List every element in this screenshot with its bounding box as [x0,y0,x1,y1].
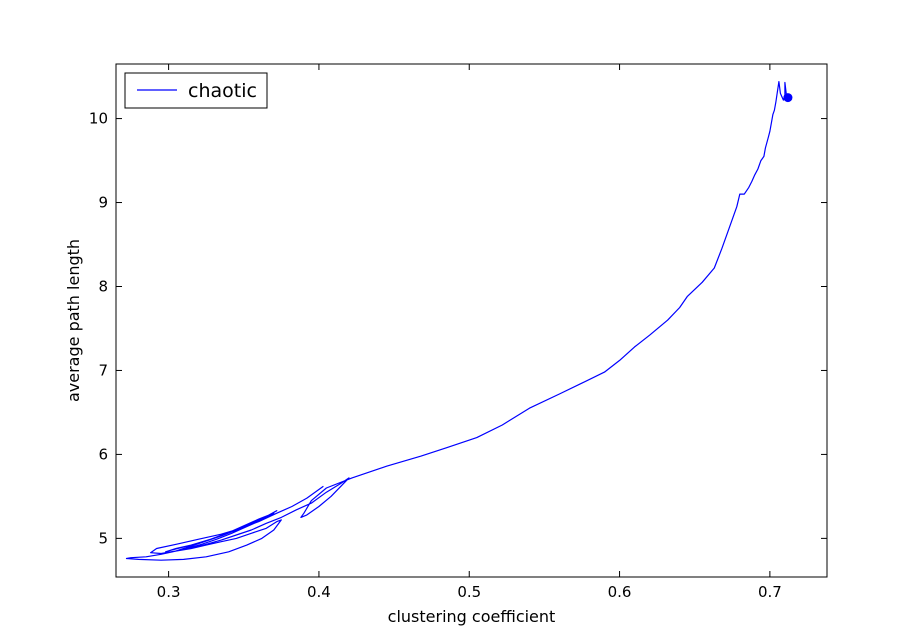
series-end-marker [783,93,793,103]
plot-area [115,63,828,578]
y-tick-label: 9 [98,194,108,212]
legend: chaotic [124,72,268,109]
series-layer [125,80,793,561]
ticks-layer: 0.3 0.4 0.5 0.6 0.7 5 6 7 8 9 10 [89,64,827,601]
y-tick-label: 6 [98,445,108,463]
x-axis-label: clustering coefficient [388,607,556,626]
y-tick-label: 5 [98,529,108,547]
legend-label-chaotic: chaotic [188,80,257,102]
x-tick-label: 0.5 [457,583,481,601]
x-tick-label: 0.4 [307,583,331,601]
y-tick-label: 8 [98,277,108,295]
y-axis-label: average path length [64,239,83,402]
x-tick-label: 0.3 [157,583,181,601]
x-tick-label: 0.6 [608,583,632,601]
x-tick-label: 0.7 [758,583,782,601]
y-tick-label: 10 [89,110,108,128]
y-tick-label: 7 [98,361,108,379]
series-line-chaotic [125,80,790,561]
